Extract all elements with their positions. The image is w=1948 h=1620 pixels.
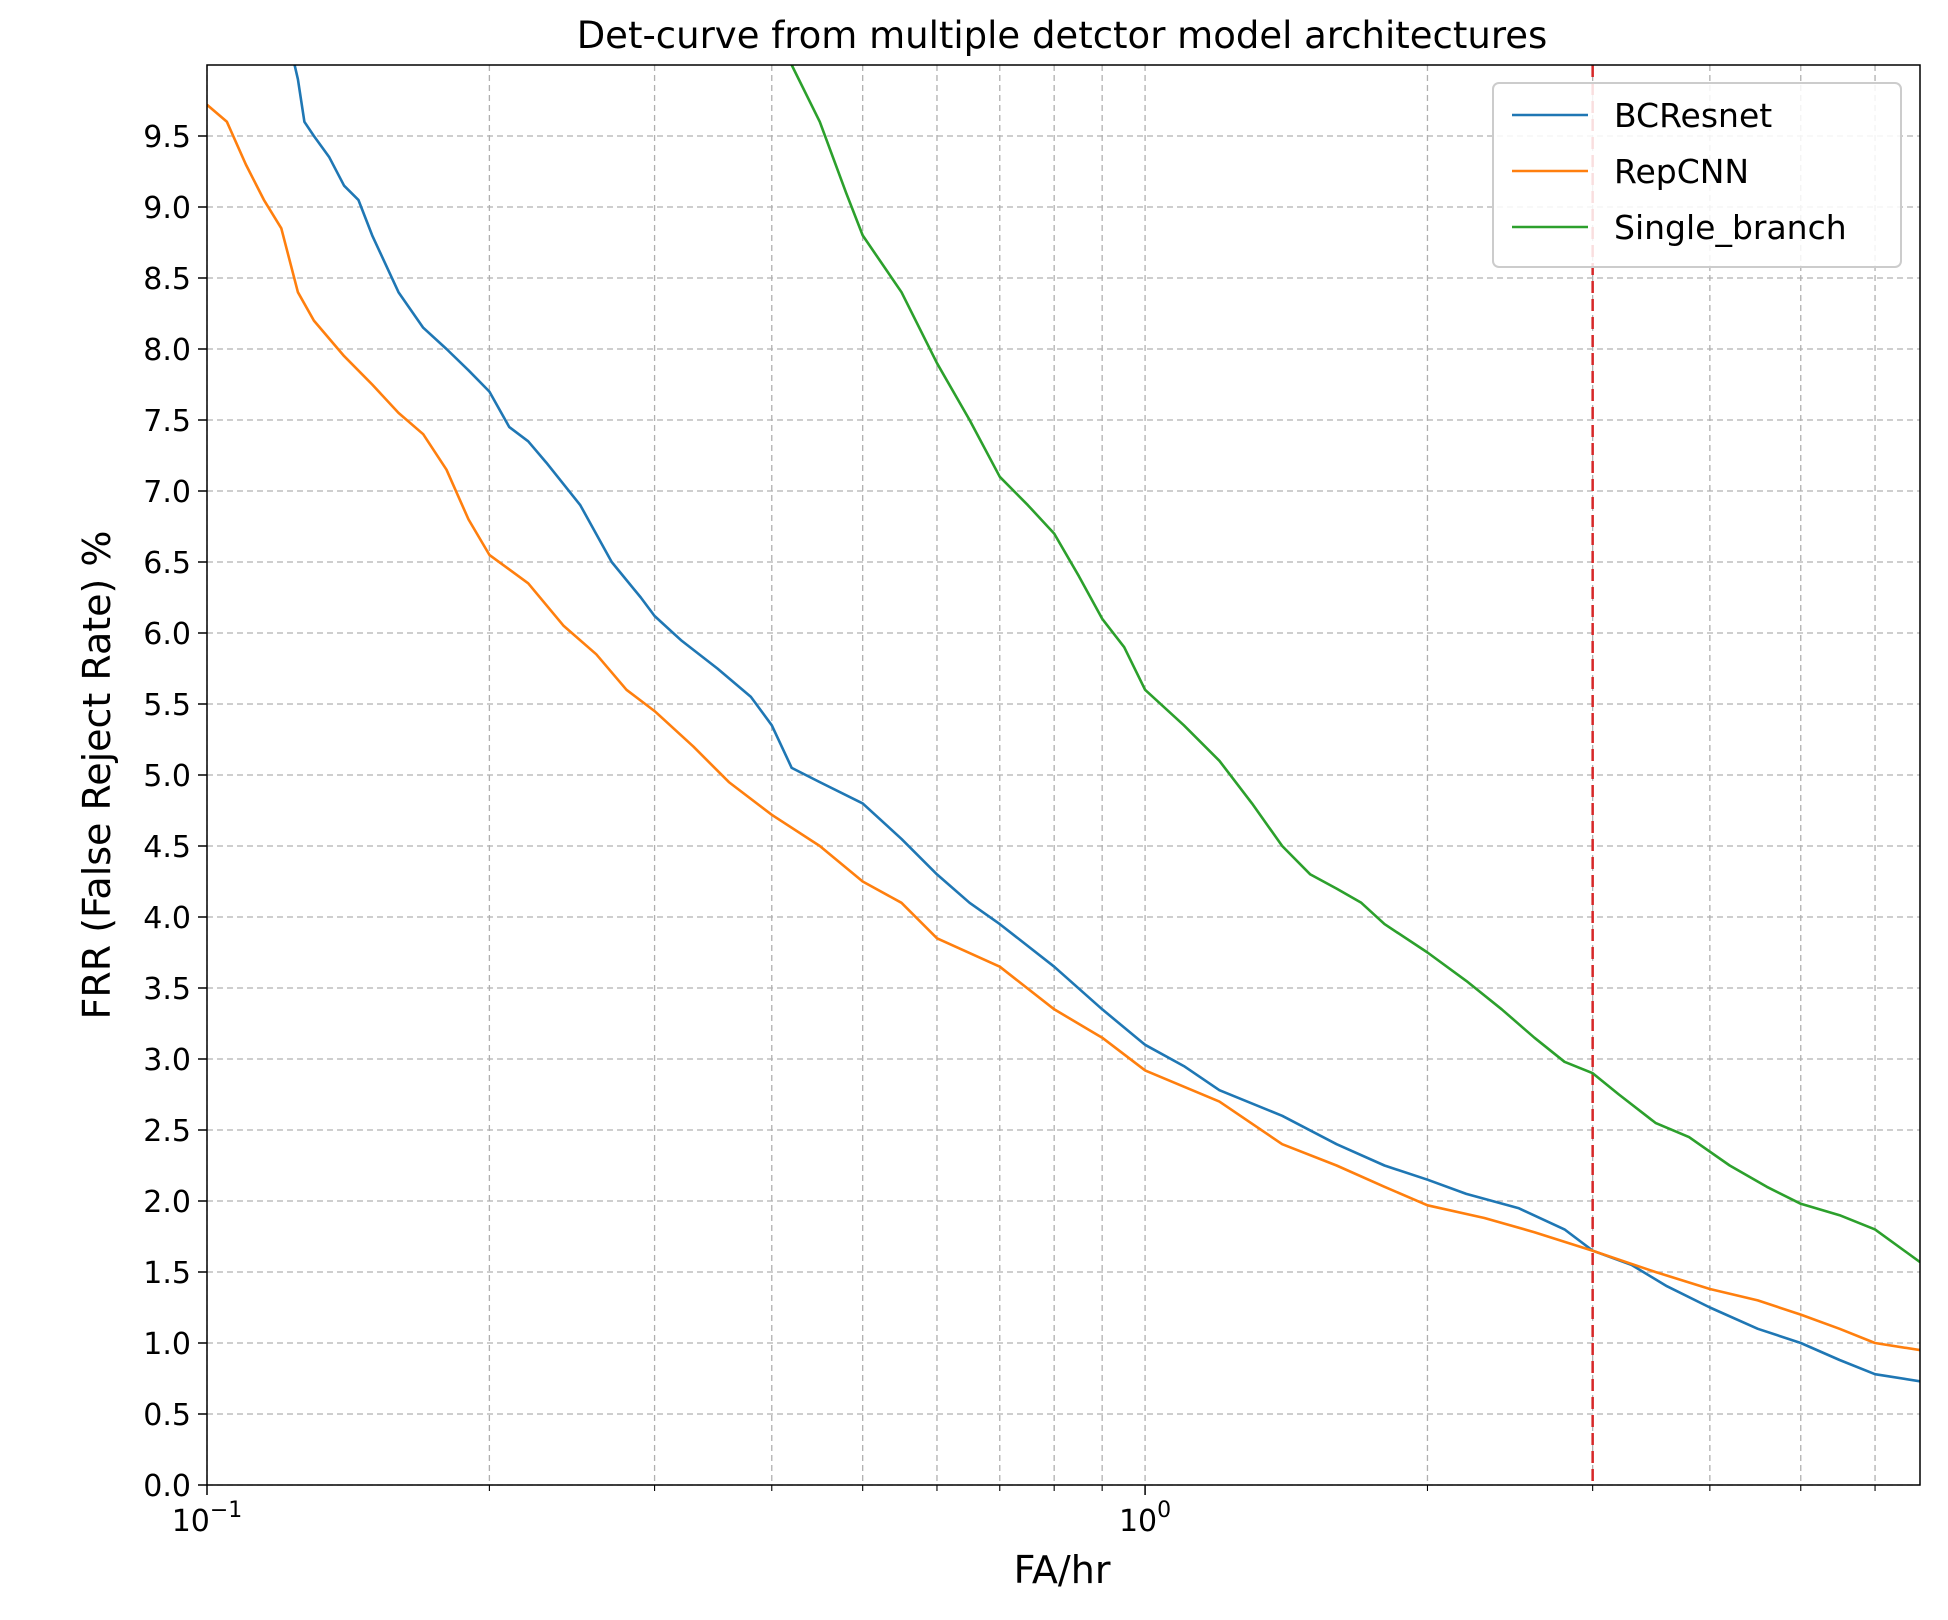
y-tick-label: 6.5 [143,546,191,581]
y-tick-label: 8.5 [143,262,191,297]
y-tick-label: 5.5 [143,688,191,723]
y-tick-label: 8.0 [143,333,191,368]
y-axis-ticks: 0.0 0.5 1.0 1.5 2.0 2.5 3.0 3.5 4.0 4.5 5.0 5.5 6.0 6… [143,120,207,1504]
y-tick-label: 5.0 [143,759,191,794]
legend: BCResnet RepCNN Single_branch [1492,82,1902,268]
y-tick-label: 3.0 [143,1043,191,1078]
series-line-single-branch [790,65,1920,1264]
plot-frame [206,64,1921,1486]
grid-lines [206,65,1920,1486]
y-axis-label: FRR (False Reject Rate) % [75,530,119,1019]
y-tick-label: 7.0 [143,475,191,510]
series-lines [207,65,1920,1383]
y-tick-label: 0.0 [143,1469,191,1504]
legend-label: RepCNN [1614,152,1749,191]
x-axis-ticks: 10−1 100 [172,1485,1876,1539]
y-tick-label: 2.5 [143,1114,191,1149]
y-tick-label: 7.5 [143,404,191,439]
legend-box [1492,82,1902,268]
y-tick-label: 6.0 [143,617,191,652]
y-tick-label: 9.0 [143,191,191,226]
chart-title: Det-curve from multiple detctor model ar… [577,14,1548,57]
y-tick-label: 4.0 [143,901,191,936]
y-tick-label: 9.5 [143,120,191,155]
y-tick-label: 1.5 [143,1256,191,1291]
series-line-repcnn [207,103,1920,1352]
x-axis-label: FA/hr [1014,1548,1111,1592]
y-tick-label: 3.5 [143,972,191,1007]
y-tick-label: 1.0 [143,1327,191,1362]
series-line-bcresnet [293,65,1920,1383]
y-tick-label: 4.5 [143,830,191,865]
x-tick-label: 100 [1119,1498,1171,1539]
legend-label: BCResnet [1614,96,1772,135]
y-tick-label: 2.0 [143,1185,191,1220]
legend-label: Single_branch [1614,208,1847,247]
x-tick-label: 10−1 [172,1498,243,1539]
y-tick-label: 0.5 [143,1398,191,1433]
